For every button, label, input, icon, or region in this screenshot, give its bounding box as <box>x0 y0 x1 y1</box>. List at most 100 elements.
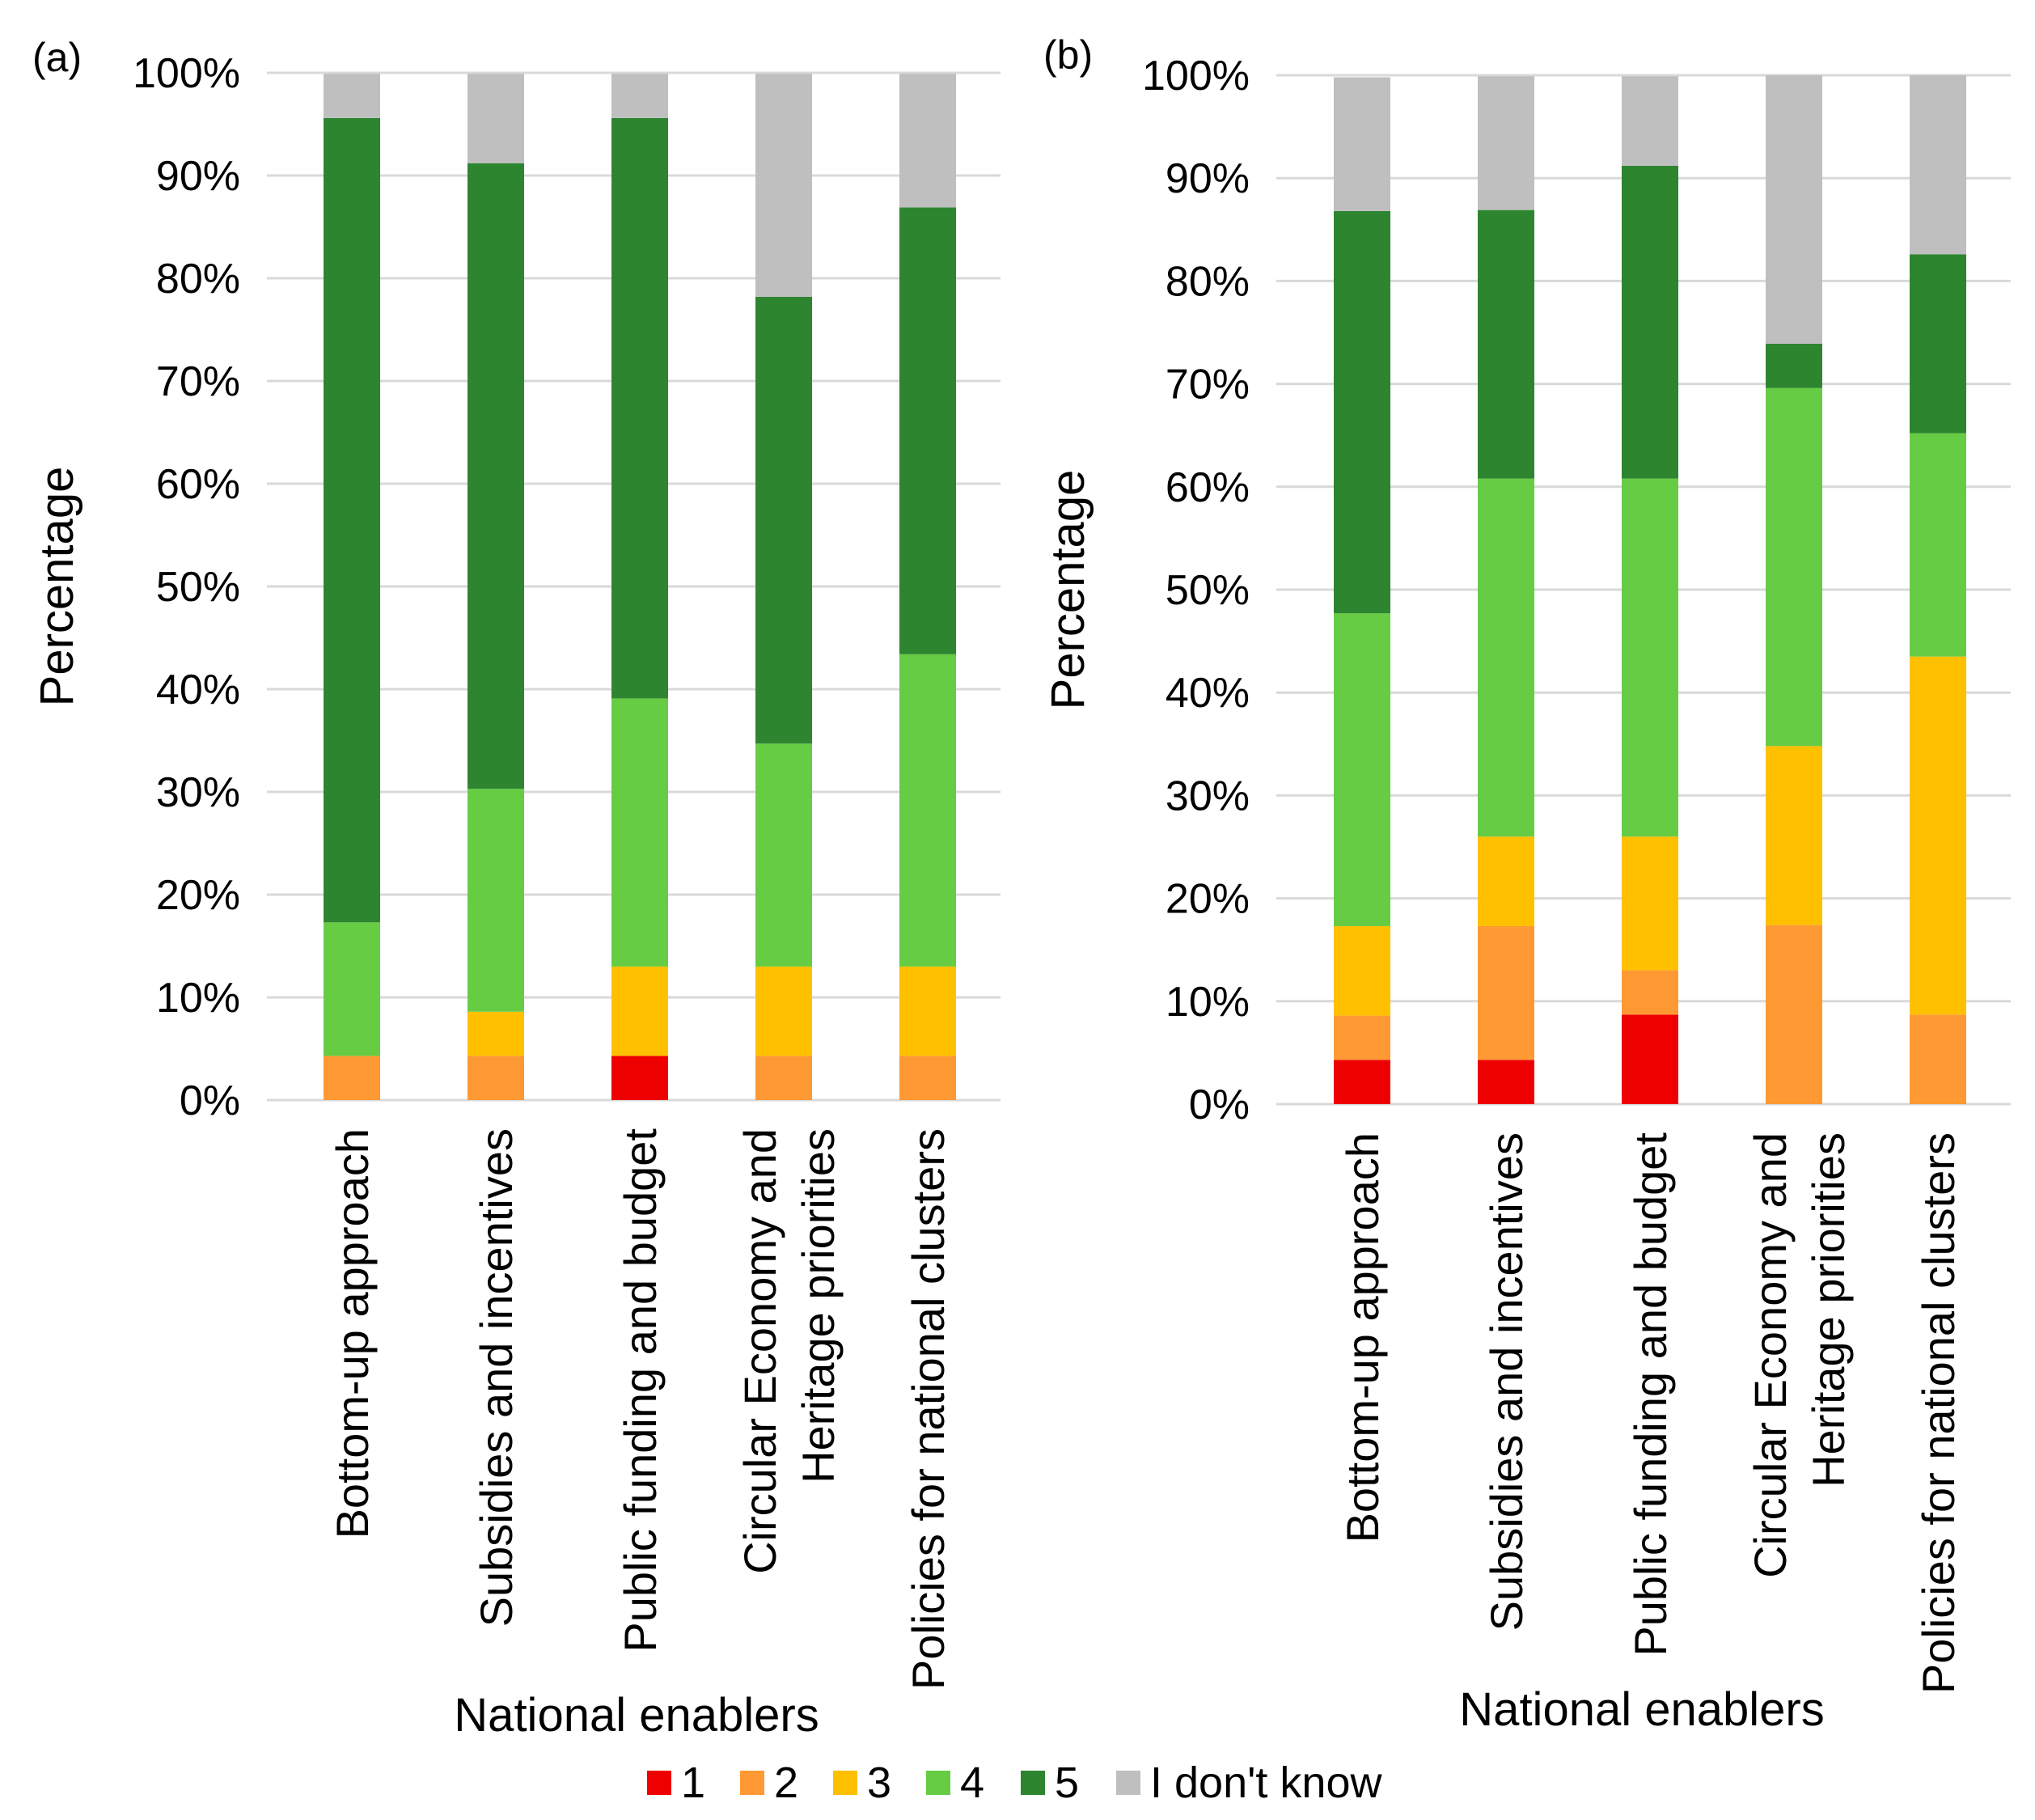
y-tick-label: 20% <box>1166 876 1250 923</box>
bar-segment-2 <box>1766 925 1822 1104</box>
bar-segment-5 <box>1910 254 1966 434</box>
y-axis-title: Percentage <box>31 467 83 707</box>
chart-panel-a: 0% 10% 20% 30% 40% 50% 60% 70% 80% 90% 100% Bottom-… <box>31 35 1001 1742</box>
panel-label: (b) <box>1043 32 1093 78</box>
category-label: Subsidies and incentives <box>1481 1132 1532 1631</box>
bar-segment-4 <box>899 654 956 967</box>
legend-swatch <box>740 1771 764 1795</box>
bar-segment-5 <box>611 117 668 699</box>
y-tick-label: 10% <box>1166 979 1250 1026</box>
bar-segment-dont-know <box>1478 76 1534 210</box>
bar-segment-dont-know <box>324 74 380 118</box>
bar-segment-3 <box>1478 836 1534 926</box>
bar-segment-5 <box>1622 165 1678 479</box>
y-tick-label: 100% <box>1142 53 1250 99</box>
y-tick-label: 50% <box>156 564 240 611</box>
bar-segment-3 <box>1622 836 1678 971</box>
category-label: Circular Economy and Heritage priorities <box>1745 1132 1854 1578</box>
bar-segment-1 <box>1334 1060 1390 1104</box>
bar-segment-2 <box>755 1056 812 1100</box>
legend-label: 1 <box>681 1759 705 1807</box>
legend-swatch <box>647 1771 671 1795</box>
bar-segment-5 <box>468 163 524 789</box>
bar-segment-2 <box>324 1056 380 1100</box>
y-tick-label: 100% <box>133 50 240 97</box>
legend-swatch <box>1021 1771 1045 1795</box>
bar-segment-dont-know <box>1766 75 1822 344</box>
bar-segment-3 <box>1334 925 1390 1016</box>
category-label: Public funding and budget <box>1625 1132 1676 1657</box>
bar-segment-3 <box>1766 746 1822 925</box>
x-axis-title: National enablers <box>1459 1683 1824 1736</box>
y-axis-title: Percentage <box>1042 470 1094 710</box>
bar-segment-2 <box>899 1056 956 1100</box>
bar-segment-5 <box>755 296 812 744</box>
bar-segment-5 <box>1334 210 1390 614</box>
bar-segment-2 <box>1910 1014 1966 1104</box>
bar-segment-3 <box>611 966 668 1056</box>
bar-segment-3 <box>1910 656 1966 1015</box>
bar-segment-1 <box>1622 1014 1678 1104</box>
bar-segment-4 <box>1478 478 1534 837</box>
y-tick-label: 0% <box>180 1077 240 1124</box>
y-tick-label: 60% <box>156 461 240 508</box>
y-tick-label: 70% <box>156 358 240 405</box>
bar-segment-dont-know <box>1910 75 1966 255</box>
panel-label: (a) <box>32 35 82 80</box>
y-tick-label: 80% <box>1166 258 1250 305</box>
y-tick-label: 60% <box>1166 464 1250 511</box>
bar-segment-dont-know <box>755 74 812 297</box>
bar-segment-dont-know <box>1334 77 1390 211</box>
bar-segment-2 <box>1478 925 1534 1060</box>
y-tick-label: 0% <box>1189 1081 1250 1128</box>
legend-label: 3 <box>867 1759 891 1807</box>
bar-segment-4 <box>611 698 668 967</box>
y-tick-label: 40% <box>156 667 240 713</box>
bar-segment-dont-know <box>899 74 956 208</box>
bar-segment-5 <box>1766 343 1822 388</box>
bar-segment-2 <box>1622 970 1678 1015</box>
bar-segment-4 <box>468 789 524 1012</box>
category-label: Subsidies and incentives <box>471 1128 522 1627</box>
legend-label: 5 <box>1055 1759 1079 1807</box>
x-axis-title: National enablers <box>454 1689 819 1742</box>
category-label: Circular Economy and Heritage priorities <box>734 1128 844 1574</box>
legend-label: I don't know <box>1150 1759 1382 1807</box>
legend-swatch <box>926 1771 950 1795</box>
y-tick-label: 90% <box>156 153 240 200</box>
bar-segment-3 <box>899 966 956 1056</box>
bar-segment-5 <box>899 207 956 654</box>
bar-segment-2 <box>468 1056 524 1100</box>
category-label: Bottom-up approach <box>1337 1132 1388 1543</box>
y-tick-label: 40% <box>1166 670 1250 717</box>
bar-segment-1 <box>611 1056 668 1100</box>
category-label: Policies for national clusters <box>1913 1132 1964 1694</box>
legend-label: 4 <box>960 1759 984 1807</box>
chart-panel-b: 0% 10% 20% 30% 40% 50% 60% 70% 80% 90% 100% Bottom-… <box>1042 32 2011 1736</box>
bar-segment-4 <box>1622 478 1678 837</box>
bar-segment-4 <box>1334 613 1390 926</box>
bar-segment-dont-know <box>1622 76 1678 166</box>
bar-segment-3 <box>755 966 812 1056</box>
y-tick-label: 50% <box>1166 567 1250 614</box>
y-tick-label: 70% <box>1166 362 1250 408</box>
legend-swatch <box>1116 1771 1140 1795</box>
bar-segment-3 <box>468 1011 524 1056</box>
bar-segment-4 <box>1766 387 1822 747</box>
category-label: Public funding and budget <box>615 1128 666 1653</box>
bar-segment-4 <box>755 743 812 967</box>
y-tick-label: 80% <box>156 256 240 303</box>
bar-segment-1 <box>1478 1060 1534 1104</box>
bar-segment-4 <box>324 922 380 1056</box>
legend-label: 2 <box>774 1759 798 1807</box>
bar-segment-5 <box>1478 210 1534 479</box>
chart-legend: 1 2 3 4 5 I don't know <box>647 1759 1382 1807</box>
y-tick-label: 20% <box>156 872 240 919</box>
y-tick-label: 30% <box>156 769 240 816</box>
bar-segment-5 <box>324 117 380 923</box>
category-label: Bottom-up approach <box>327 1128 378 1539</box>
y-tick-label: 90% <box>1166 155 1250 202</box>
y-tick-label: 30% <box>1166 772 1250 819</box>
y-tick-label: 10% <box>156 975 240 1022</box>
category-label: Policies for national clusters <box>903 1128 954 1690</box>
